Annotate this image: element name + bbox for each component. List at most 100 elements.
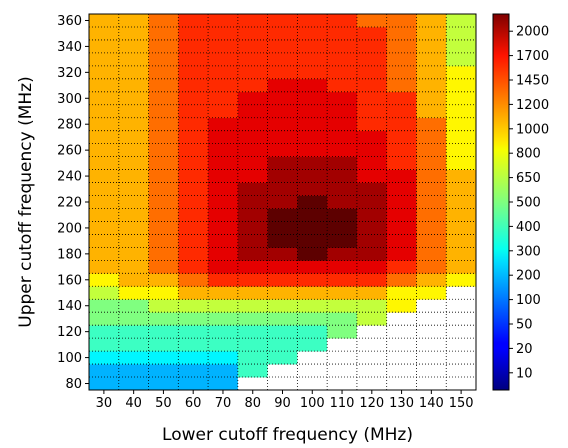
heatmap-cell — [208, 325, 239, 339]
heatmap-cell — [356, 299, 388, 313]
heatmap-cell — [208, 312, 239, 326]
heatmap-cell — [148, 364, 179, 378]
heatmap-cell — [267, 351, 298, 365]
heatmap-cell — [356, 52, 388, 67]
heatmap-cell — [416, 65, 447, 80]
heatmap-cell — [118, 286, 149, 300]
heatmap-cell — [446, 104, 477, 119]
heatmap-cell — [178, 221, 209, 235]
heatmap-cell — [297, 195, 328, 209]
heatmap-cell — [89, 104, 120, 119]
heatmap-cell — [148, 26, 179, 41]
heatmap-cell — [386, 221, 417, 235]
heatmap-cell — [267, 117, 298, 132]
heatmap-cell — [208, 182, 239, 196]
heatmap-cell — [446, 286, 477, 300]
y-tick-label: 80 — [65, 377, 82, 392]
heatmap-cell — [148, 351, 179, 365]
heatmap-cell — [208, 65, 239, 80]
heatmap-cell — [237, 65, 269, 80]
heatmap-cell — [148, 65, 179, 80]
x-tick-label: 60 — [185, 396, 202, 411]
heatmap-cell — [178, 351, 209, 365]
heatmap-cell — [118, 104, 149, 119]
heatmap-cell — [178, 104, 209, 119]
y-tick-label: 360 — [57, 14, 82, 29]
heatmap-cell — [148, 286, 179, 300]
heatmap-cell — [356, 260, 388, 274]
heatmap-cell — [178, 312, 209, 326]
x-tick-label: 30 — [96, 396, 113, 411]
heatmap-cell — [416, 208, 447, 222]
heatmap-cell — [148, 195, 179, 209]
colorbar-tick-label: 10 — [516, 366, 533, 381]
heatmap-cell — [327, 14, 358, 28]
heatmap-cell — [386, 130, 417, 145]
heatmap-cell — [386, 52, 417, 67]
heatmap-cell — [89, 312, 120, 326]
heatmap-cell — [208, 195, 239, 209]
heatmap-cell — [356, 91, 388, 106]
heatmap-cell — [356, 117, 388, 132]
heatmap-cell — [297, 143, 328, 158]
heatmap-cell — [178, 143, 209, 158]
heatmap-cell — [327, 195, 358, 209]
heatmap-cell — [237, 91, 269, 106]
heatmap-cell — [267, 234, 298, 248]
heatmap-cell — [267, 169, 298, 183]
heatmap-cell — [356, 221, 388, 235]
x-tick-label: 80 — [244, 396, 261, 411]
heatmap-cell — [178, 260, 209, 274]
heatmap-cell — [89, 195, 120, 209]
heatmap-cell — [89, 273, 120, 287]
heatmap-cells — [89, 14, 477, 391]
y-tick-label: 200 — [57, 221, 82, 236]
heatmap-cell — [118, 208, 149, 222]
heatmap-cell — [446, 312, 477, 326]
heatmap-cell — [386, 104, 417, 119]
heatmap-cell — [148, 221, 179, 235]
heatmap-cell — [89, 338, 120, 352]
heatmap-cell — [89, 169, 120, 183]
heatmap-cell — [386, 338, 417, 352]
heatmap-cell — [148, 104, 179, 119]
heatmap-cell — [356, 182, 388, 196]
heatmap-cell — [89, 182, 120, 196]
heatmap-cell — [416, 156, 447, 170]
heatmap-cell — [416, 247, 447, 261]
heatmap-cell — [446, 91, 477, 106]
heatmap-cell — [148, 52, 179, 67]
heatmap-cell — [208, 39, 239, 54]
heatmap-cell — [178, 52, 209, 67]
heatmap-cell — [327, 260, 358, 274]
heatmap-cell — [208, 104, 239, 119]
heatmap-cell — [416, 143, 447, 158]
heatmap-cell — [356, 338, 388, 352]
heatmap-cell — [237, 78, 269, 93]
heatmap-cell — [446, 52, 477, 67]
y-axis-ticks: 80 100 120 140 160 180 200 220 240 260 280 300 320 34… — [57, 14, 89, 392]
heatmap-cell — [267, 286, 298, 300]
heatmap-cell — [297, 156, 328, 170]
heatmap-cell — [178, 299, 209, 313]
heatmap-cell — [208, 26, 239, 41]
heatmap-cell — [297, 208, 328, 222]
heatmap-cell — [356, 130, 388, 145]
heatmap-cell — [416, 377, 447, 391]
heatmap-cell — [118, 338, 149, 352]
heatmap-cell — [446, 247, 477, 261]
heatmap-cell — [118, 78, 149, 93]
heatmap-cell — [148, 208, 179, 222]
heatmap-cell — [267, 273, 298, 287]
y-tick-label: 160 — [57, 273, 82, 288]
heatmap-cell — [118, 26, 149, 41]
heatmap-cell — [208, 338, 239, 352]
heatmap-cell — [267, 65, 298, 80]
heatmap-cell — [416, 325, 447, 339]
heatmap-cell — [356, 78, 388, 93]
heatmap-cell — [416, 52, 447, 67]
heatmap-cell — [267, 91, 298, 106]
heatmap-cell — [237, 14, 269, 28]
heatmap-cell — [327, 351, 358, 365]
heatmap-cell — [118, 143, 149, 158]
